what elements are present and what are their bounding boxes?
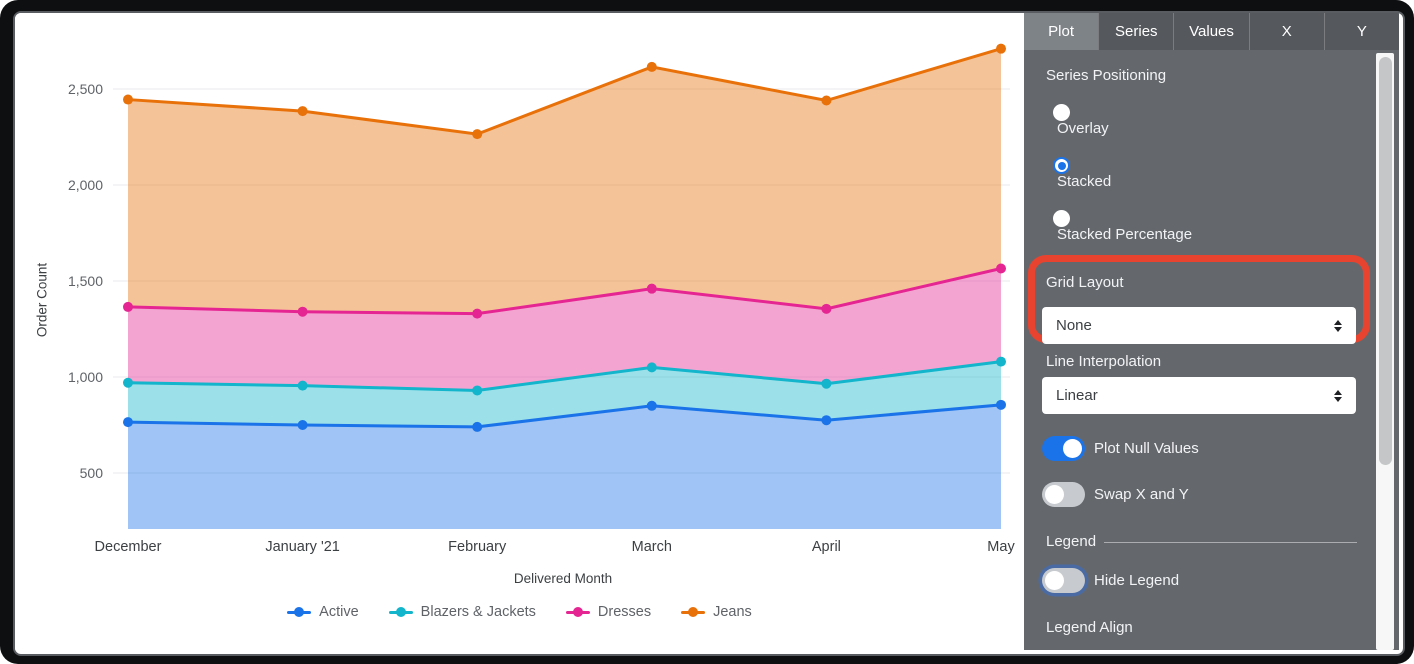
grid-layout-label: Grid Layout (1046, 274, 1124, 291)
radio-stacked-percentage[interactable] (1053, 210, 1070, 227)
area-active (128, 404, 1001, 529)
legend-label: Dresses (597, 604, 652, 620)
chart-legend: Active Blazers & Jackets Dresses Jeans (15, 604, 1024, 620)
section-divider (1104, 542, 1357, 543)
line-interpolation-select[interactable]: Linear (1042, 377, 1356, 414)
data-point[interactable] (646, 283, 657, 294)
data-point[interactable] (996, 43, 1006, 54)
legend-item[interactable]: Jeans (681, 604, 752, 620)
y-tick-label: 1,000 (68, 369, 103, 385)
data-point[interactable] (472, 385, 483, 396)
x-tick-label: May (987, 539, 1015, 555)
data-point[interactable] (123, 94, 133, 105)
tab-plot[interactable]: Plot (1024, 13, 1099, 50)
line-blazers-jackets (127, 360, 1002, 392)
data-point[interactable] (297, 306, 308, 317)
legend-align-label: Legend Align (1046, 619, 1133, 636)
legend-label: Jeans (713, 604, 752, 620)
panel-scrollbar-track[interactable] (1376, 53, 1394, 650)
data-point[interactable] (996, 356, 1006, 367)
tab-x[interactable]: X (1248, 13, 1324, 50)
hide-legend-toggle[interactable] (1042, 568, 1085, 593)
plot-null-values-toggle[interactable] (1042, 436, 1085, 461)
data-point[interactable] (472, 129, 483, 140)
data-point[interactable] (646, 400, 657, 411)
legend-item[interactable]: Blazers & Jackets (388, 604, 536, 620)
area-dresses (128, 268, 1001, 391)
tab-series[interactable]: Series (1098, 13, 1173, 50)
radio-overlay[interactable] (1053, 104, 1070, 121)
y-tick-label: 2,000 (68, 177, 103, 193)
series-positioning-heading: Series Positioning (1046, 67, 1167, 84)
radio-stacked-label[interactable]: Stacked (1057, 173, 1112, 190)
legend-section-heading: Legend (1046, 533, 1097, 550)
legend-label: Active (319, 604, 359, 620)
radio-stacked-percentage-label[interactable]: Stacked Percentage (1057, 226, 1193, 243)
line-interpolation-value: Linear (1056, 387, 1098, 404)
data-point[interactable] (472, 308, 483, 319)
legend-marker-icon (287, 607, 312, 617)
area-jeans (128, 48, 1001, 314)
data-point[interactable] (821, 378, 832, 389)
data-point[interactable] (297, 106, 308, 117)
toggle-knob (1045, 485, 1064, 504)
radio-overlay-label[interactable]: Overlay (1057, 120, 1109, 137)
line-jeans (127, 47, 1002, 136)
x-tick-label: December (94, 539, 162, 555)
data-point[interactable] (297, 420, 308, 430)
legend-item[interactable]: Active (287, 604, 359, 620)
data-point[interactable] (123, 417, 133, 428)
toggle-knob (1063, 439, 1082, 458)
data-point[interactable] (996, 399, 1006, 410)
legend-item[interactable]: Dresses (565, 604, 652, 620)
data-point[interactable] (646, 61, 657, 72)
tab-values[interactable]: Values (1173, 13, 1248, 50)
updown-arrows-icon (1334, 319, 1342, 332)
data-point[interactable] (821, 303, 832, 314)
x-axis-title: Delivered Month (513, 571, 613, 586)
line-dresses (127, 267, 1002, 316)
data-point[interactable] (297, 380, 308, 391)
x-tick-label: April (811, 539, 841, 555)
data-point[interactable] (123, 377, 133, 388)
legend-marker-icon (388, 607, 413, 617)
data-point[interactable] (821, 95, 832, 106)
legend-label: Blazers & Jackets (420, 604, 536, 620)
panel-scrollbar-thumb[interactable] (1378, 57, 1392, 465)
swap-x-and-y-toggle[interactable] (1042, 482, 1085, 507)
area-blazers-jackets (128, 361, 1001, 427)
data-point[interactable] (123, 301, 133, 312)
line-active (127, 403, 1002, 429)
y-tick-label: 2,500 (68, 81, 103, 97)
toggle-knob (1045, 571, 1064, 590)
y-tick-label: 500 (80, 465, 104, 481)
x-tick-label: March (631, 539, 672, 555)
data-point[interactable] (646, 362, 657, 373)
chart-area: 500 1,000 1,500 2,000 2,500 Order Count Dece… (15, 13, 1024, 650)
panel-tab-bar: Plot Series Values X Y (1024, 13, 1399, 50)
data-point[interactable] (472, 421, 483, 432)
grid-layout-select[interactable]: None (1042, 307, 1356, 344)
plot-null-values-label: Plot Null Values (1094, 440, 1199, 457)
radio-stacked[interactable] (1053, 157, 1070, 174)
swap-x-and-y-label: Swap X and Y (1094, 486, 1189, 503)
x-tick-label: January '21 (265, 539, 340, 555)
y-axis-title: Order Count (34, 262, 50, 338)
data-point[interactable] (996, 263, 1006, 274)
updown-arrows-icon (1334, 389, 1342, 402)
grid-layout-value: None (1056, 317, 1092, 334)
visualization-settings-panel: Plot Series Values X Y Series Positionin… (1024, 13, 1399, 650)
legend-marker-icon (565, 607, 590, 617)
stacked-area-chart: 500 1,000 1,500 2,000 2,500 (68, 43, 1010, 529)
hide-legend-label: Hide Legend (1094, 572, 1180, 589)
tab-y[interactable]: Y (1323, 13, 1399, 50)
y-tick-label: 1,500 (68, 273, 103, 289)
data-point[interactable] (821, 415, 832, 426)
legend-marker-icon (681, 607, 706, 617)
window-content: 500 1,000 1,500 2,000 2,500 Order Count Dece… (13, 11, 1405, 656)
line-interpolation-label: Line Interpolation (1046, 353, 1162, 370)
x-tick-label: February (448, 539, 507, 555)
